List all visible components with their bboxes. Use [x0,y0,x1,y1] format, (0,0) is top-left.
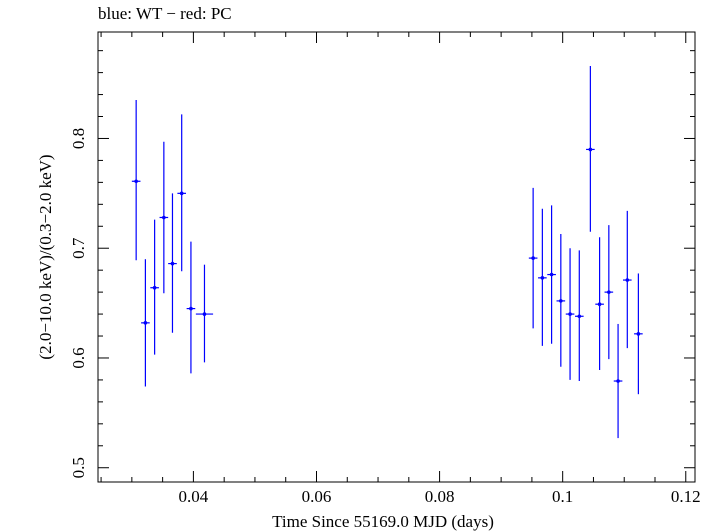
data-point [141,259,150,387]
data-point [131,100,141,261]
x-tick-label: 0.12 [671,487,701,506]
error-bars [131,66,643,439]
point-marker [162,215,166,220]
point-marker [531,256,535,260]
point-marker [134,179,138,184]
chart-title: blue: WT − red: PC [98,4,232,23]
data-point [168,193,177,333]
x-tick-label: 0.1 [552,487,573,506]
data-point [556,233,566,367]
data-point [565,248,575,380]
point-marker [170,261,175,266]
point-marker [152,285,157,290]
data-point [159,141,169,294]
data-point [634,273,643,395]
point-marker [625,278,630,282]
point-marker [616,379,620,383]
plot-frame [97,31,696,483]
y-tick-label: 0.7 [69,237,88,259]
point-marker [588,147,593,152]
data-point [547,205,556,344]
data-point [586,66,595,232]
point-marker [202,312,207,316]
data-point [613,323,623,439]
x-tick-label: 0.06 [302,487,332,506]
data-point [177,114,187,272]
axis-ticks: 0.04 0.06 0.08 0.1 0.12 0.5 0.6 0.7 0.8 [69,32,701,506]
y-axis-label: (2.0−10.0 keV)/(0.3−2.0 keV) [36,154,55,359]
y-tick-label: 0.5 [69,457,88,478]
point-marker [143,321,148,325]
x-tick-label: 0.04 [179,487,209,506]
x-tick-label: 0.08 [425,487,455,506]
data-point [528,187,538,329]
data-point [195,264,214,363]
data-point [574,250,584,382]
point-marker [189,306,193,311]
point-marker [179,191,184,196]
data-point [622,210,632,349]
point-marker [597,302,602,306]
point-marker [636,332,641,336]
data-point [150,219,159,355]
point-marker [568,312,572,316]
data-point [186,241,196,374]
point-marker [577,314,582,319]
point-marker [549,272,554,277]
point-marker [559,299,563,303]
point-marker [607,290,611,294]
x-axis-label: Time Since 55169.0 MJD (days) [272,512,494,531]
y-tick-label: 0.6 [69,347,88,368]
point-marker [540,276,545,280]
y-tick-label: 0.8 [69,128,88,149]
data-point [604,225,614,360]
data-point [538,208,547,346]
data-point [595,237,604,371]
